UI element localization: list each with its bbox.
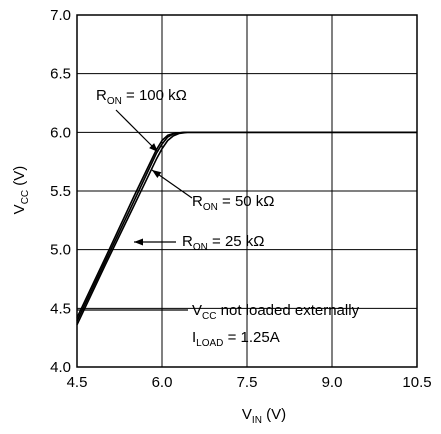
series-line-2 [76,131,417,326]
plot-frame [76,14,418,368]
y-tick-label: 5.5 [50,183,71,200]
series-lines [76,131,417,326]
annotation-ron-25: RON = 25 kΩ [182,233,265,253]
annotation-ron-100: RON = 100 kΩ [96,87,187,107]
y-tick-label: 4.0 [50,359,71,376]
annotation-arrows [77,109,193,311]
x-tick-label: 6.0 [152,374,173,391]
y-tick-label: 5.0 [50,242,71,259]
y-tick-label: 7.0 [50,7,71,24]
y-axis-label: VCC (V) [11,166,31,215]
x-tick-label: 4.5 [67,374,88,391]
y-tick-label: 6.5 [50,66,71,83]
arrow-ron-50 [151,169,193,199]
x-tick-label: 9.0 [322,374,343,391]
y-tick-label: 6.0 [50,124,71,141]
arrow-ron-100 [115,109,159,153]
annotation-ron-50: RON = 50 kΩ [192,193,275,213]
x-tick-label: 10.5 [402,374,431,391]
x-axis-label: VIN (V) [242,406,286,426]
tick-labels: 4.5 6.0 7.5 9.0 10.54.04.55.05.56.06.57.0 [50,7,431,391]
annotation-vcc-note: VCC not loaded externally [192,302,360,322]
arrow-ron-25 [134,238,176,246]
annotation-iload: ILOAD = 1.25A [192,329,280,349]
x-tick-label: 7.5 [237,374,258,391]
y-tick-label: 4.5 [50,300,71,317]
